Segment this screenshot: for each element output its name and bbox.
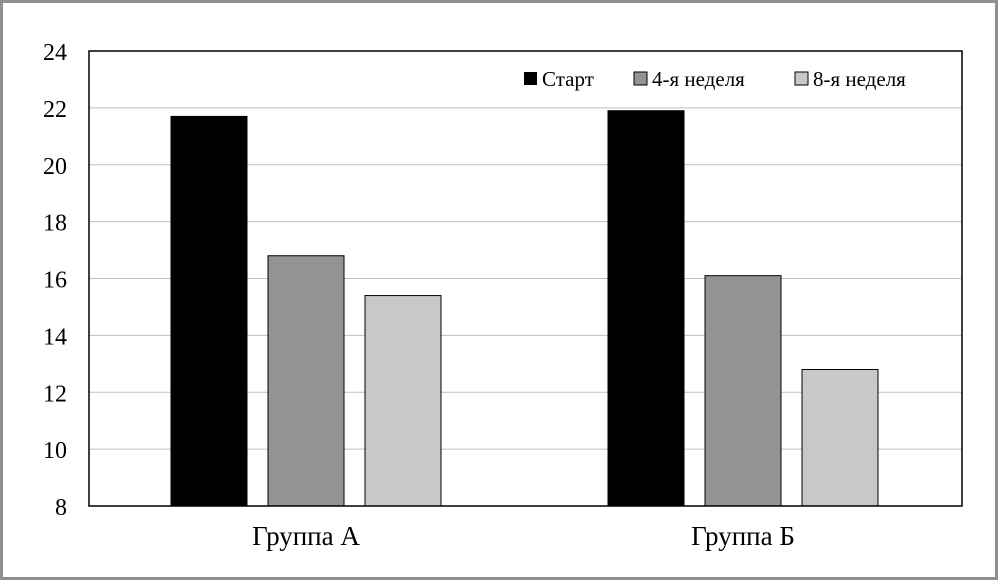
y-axis-ticks: 8 10 12 14 16 18 20 22 24	[43, 40, 67, 521]
x-category-label: Группа А	[252, 521, 360, 551]
bar	[801, 369, 879, 507]
bar	[704, 275, 782, 507]
legend-label: Старт	[542, 67, 594, 91]
bar	[267, 255, 345, 507]
legend-swatch	[633, 71, 648, 86]
bar	[170, 115, 248, 507]
y-tick-label: 16	[43, 268, 67, 294]
x-axis-categories: Группа А Группа Б	[252, 521, 795, 551]
y-tick-label: 24	[43, 40, 67, 66]
y-tick-label: 18	[43, 211, 67, 237]
y-tick-label: 22	[43, 97, 67, 123]
legend-label: 4-я неделя	[652, 67, 745, 91]
bar	[607, 110, 685, 507]
plot-area-border	[88, 50, 963, 507]
y-tick-label: 8	[55, 495, 67, 521]
y-tick-label: 10	[43, 438, 67, 464]
y-tick-label: 14	[43, 324, 67, 350]
x-category-label: Группа Б	[691, 521, 795, 551]
legend-swatch	[524, 72, 537, 85]
bars	[170, 110, 879, 507]
y-tick-label: 12	[43, 381, 67, 407]
legend-swatch	[794, 71, 809, 86]
y-tick-label: 20	[43, 154, 67, 180]
bar	[364, 295, 442, 507]
legend: Старт 4-я неделя 8-я неделя	[524, 67, 906, 91]
legend-label: 8-я неделя	[813, 67, 906, 91]
